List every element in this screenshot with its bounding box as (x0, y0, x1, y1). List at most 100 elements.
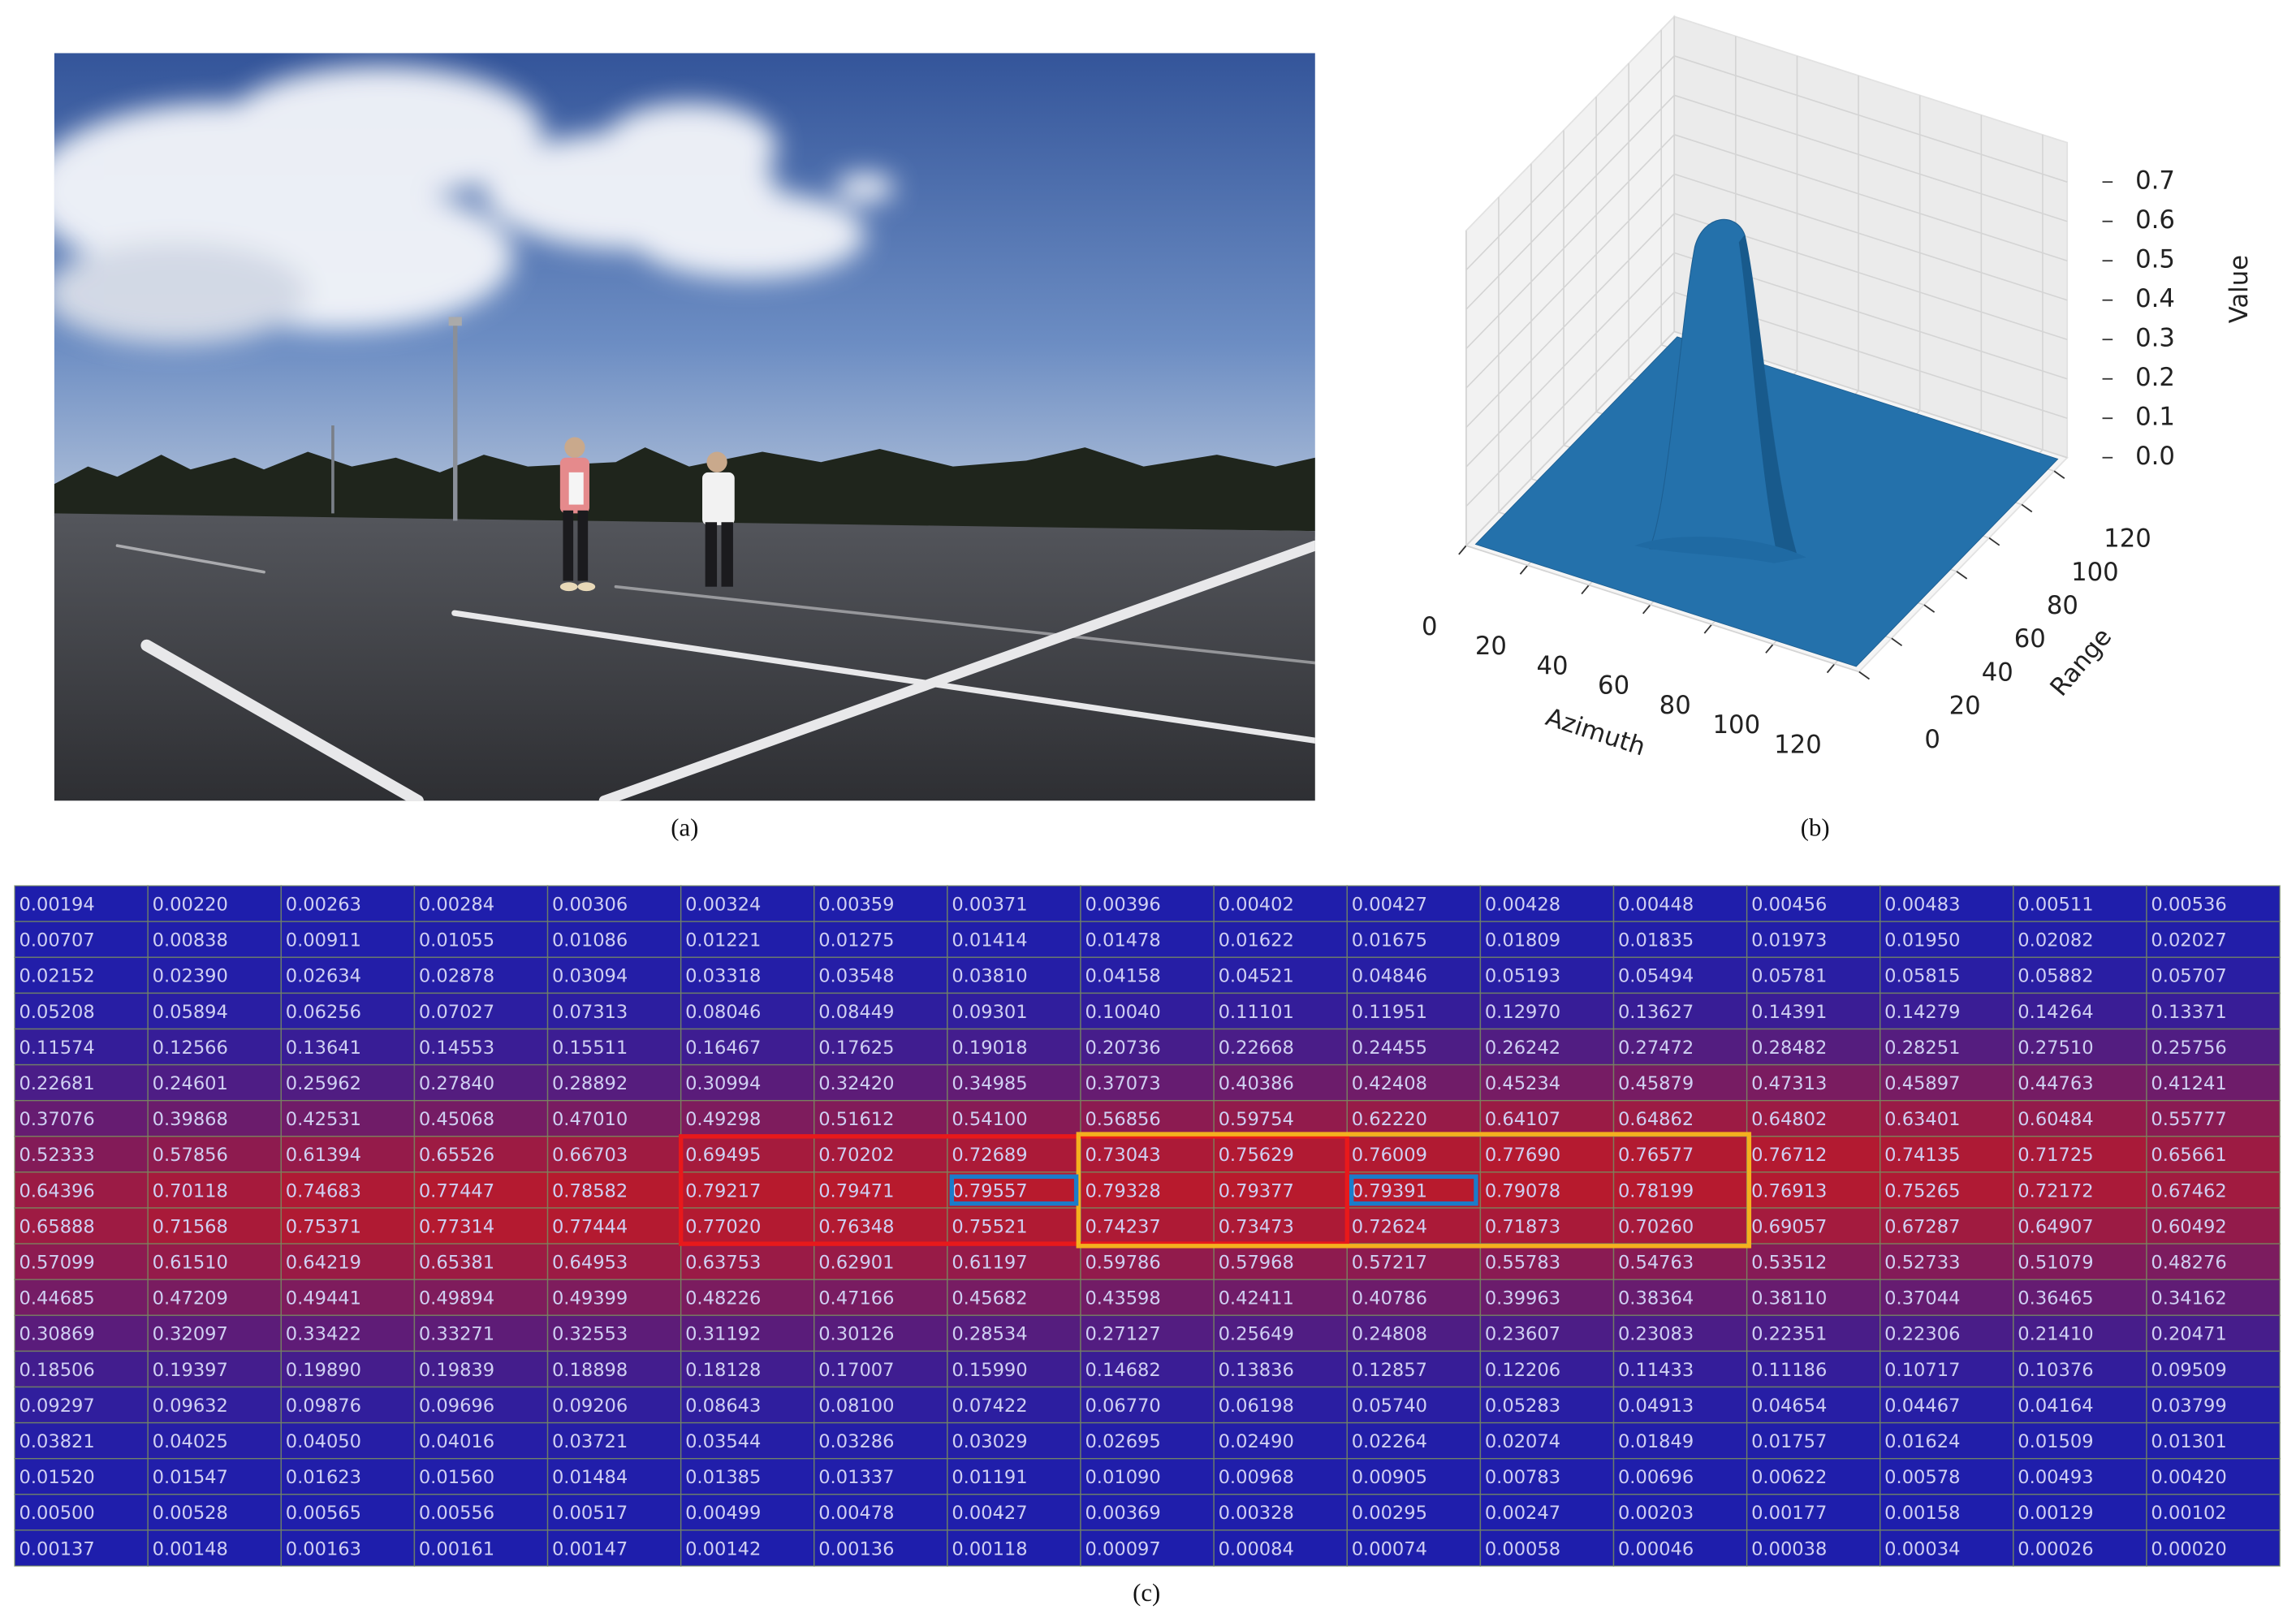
cell (1479, 1243, 1615, 1280)
x-tick-label: 0 (1422, 613, 1438, 641)
cell-text: 0.00203 (1618, 1503, 1694, 1524)
cell-text: 0.14391 (1751, 1002, 1827, 1023)
cell (14, 1243, 149, 1280)
cell-text: 0.00483 (1884, 894, 1960, 915)
cell-text: 0.01757 (1751, 1431, 1827, 1452)
cell-text: 0.00137 (19, 1538, 94, 1559)
cell-text: 0.05193 (1485, 966, 1560, 987)
cell-text: 0.00528 (153, 1503, 228, 1524)
cell-text: 0.01301 (2151, 1431, 2226, 1452)
cell (546, 1386, 682, 1424)
cell-text: 0.71568 (153, 1216, 228, 1237)
cell-text: 0.42411 (1219, 1288, 1294, 1309)
cell (1479, 1457, 1615, 1495)
cell-text: 0.62901 (818, 1252, 894, 1273)
cell (1746, 1350, 1881, 1388)
table: 0.00194 0.00220 0.00263 0.00284 0.00306 0.003… (14, 885, 2281, 1567)
y-tick-label: 20 (1949, 692, 1981, 721)
cell-text: 0.01191 (952, 1467, 1027, 1488)
y-tick-label: 40 (1982, 658, 2013, 687)
cell-text: 0.49399 (552, 1288, 628, 1309)
cell-text: 0.28534 (952, 1324, 1027, 1345)
cell-text: 0.28482 (1751, 1037, 1827, 1059)
cell-text: 0.00427 (1352, 894, 1427, 915)
cell-text: 0.77447 (419, 1180, 494, 1201)
cell-text: 0.01849 (1618, 1431, 1694, 1452)
cell-text: 0.33271 (419, 1324, 494, 1345)
cell (1479, 1028, 1615, 1066)
cell (1346, 992, 1482, 1030)
cell-text: 0.01560 (419, 1467, 494, 1488)
tick-mark (1458, 545, 1467, 555)
cell (147, 1529, 283, 1567)
cell-text: 0.12857 (1352, 1360, 1427, 1381)
cell-text: 0.79557 (952, 1180, 1027, 1201)
cell-text: 0.66703 (552, 1145, 628, 1166)
cell-text: 0.03821 (19, 1431, 94, 1452)
cell (1880, 1529, 2014, 1567)
cell-text: 0.47313 (1751, 1073, 1827, 1094)
cell-text: 0.79217 (685, 1180, 761, 1201)
cell (2146, 1386, 2281, 1424)
cell (546, 1207, 682, 1245)
cell (147, 1099, 283, 1137)
cell-text: 0.13371 (2151, 1002, 2226, 1023)
cell-text: 0.04521 (1219, 966, 1294, 987)
cell-text: 0.32097 (153, 1324, 228, 1345)
cell-text: 0.39868 (153, 1109, 228, 1130)
cell-text: 0.05707 (2151, 966, 2226, 987)
cell-text: 0.00136 (818, 1538, 894, 1559)
cell (680, 1494, 815, 1531)
cell-text: 0.00058 (1485, 1538, 1560, 1559)
cell (680, 956, 815, 994)
cell-text: 0.76009 (1352, 1145, 1427, 1166)
tick-mark (1765, 643, 1774, 654)
cell-text: 0.60492 (2151, 1216, 2226, 1237)
cell-text: 0.63753 (685, 1252, 761, 1273)
cell-text: 0.01973 (1751, 930, 1827, 951)
grid-line (1465, 133, 2068, 350)
cell-text: 0.19397 (153, 1360, 228, 1381)
cell (546, 1457, 682, 1495)
cell-text: 0.60484 (2018, 1109, 2093, 1130)
cell-text: 0.64107 (1485, 1109, 1560, 1130)
cell (14, 1494, 149, 1531)
cell-text: 0.55783 (1485, 1252, 1560, 1273)
cell (1746, 1494, 1881, 1531)
cell (1880, 1421, 2014, 1460)
cell (1080, 1529, 1215, 1567)
cell (1346, 1457, 1482, 1495)
cell-text: 0.61197 (952, 1252, 1027, 1273)
cell-text: 0.65888 (19, 1216, 94, 1237)
cell-text: 0.01675 (1352, 930, 1427, 951)
cell (1346, 1063, 1482, 1102)
tick-mark (1923, 604, 1936, 613)
cell (546, 1171, 682, 1209)
cell-text: 0.79377 (1219, 1180, 1294, 1201)
cell (814, 956, 948, 994)
cell-text: 0.01478 (1085, 930, 1160, 951)
cell (14, 1350, 149, 1388)
cell (680, 1207, 815, 1245)
cell (413, 1529, 549, 1567)
cell-text: 0.00707 (19, 930, 94, 951)
cell (1612, 1494, 1748, 1531)
cell-text: 0.13641 (286, 1037, 361, 1059)
surface-base (1634, 537, 1806, 563)
cell (947, 1529, 1081, 1567)
cell-text: 0.00220 (153, 894, 228, 915)
cell-text: 0.01835 (1618, 930, 1694, 951)
z-tick-label: 0.4 (2135, 285, 2175, 313)
cell-text: 0.06198 (1219, 1396, 1294, 1417)
surface-peak-shade (1738, 235, 1798, 558)
cell-text: 0.07422 (952, 1396, 1027, 1417)
cell (413, 1243, 549, 1280)
cell-text: 0.05494 (1618, 966, 1694, 987)
cell (1479, 992, 1615, 1030)
z-tick-label: 0.2 (2135, 364, 2175, 392)
caption: (a) (671, 814, 698, 842)
cell (546, 1494, 682, 1531)
cell-text: 0.56856 (1085, 1109, 1160, 1130)
cell (680, 1314, 815, 1352)
cell-text: 0.20471 (2151, 1324, 2226, 1345)
